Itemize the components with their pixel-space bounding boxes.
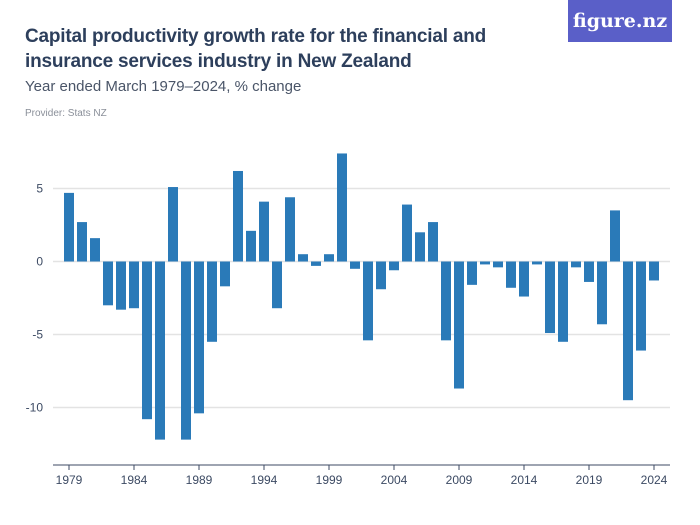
- x-tick-label: 2019: [576, 473, 603, 487]
- bar-1991: [220, 261, 230, 287]
- chart-subtitle: Year ended March 1979–2024, % change: [25, 78, 302, 95]
- bar-2005: [402, 204, 412, 262]
- bar-1981: [90, 238, 100, 262]
- bar-2011: [480, 261, 490, 265]
- x-tick-label: 1994: [251, 473, 278, 487]
- bar-1989: [194, 261, 204, 414]
- x-tick-label: 1989: [186, 473, 213, 487]
- bar-2022: [623, 261, 633, 401]
- bar-2012: [493, 261, 503, 268]
- bar-2023: [636, 261, 646, 351]
- bar-1996: [285, 197, 295, 262]
- y-tick-label: 0: [36, 255, 43, 269]
- bar-1984: [129, 261, 139, 309]
- bar-1982: [103, 261, 113, 306]
- bar-2008: [441, 261, 451, 341]
- bar-2019: [584, 261, 594, 282]
- bar-1979: [64, 192, 74, 262]
- bar-1980: [77, 222, 87, 262]
- bar-1990: [207, 261, 217, 342]
- bar-1999: [324, 254, 334, 262]
- x-tick-label: 2004: [381, 473, 408, 487]
- bar-2016: [545, 261, 555, 334]
- bar-2024: [649, 261, 659, 281]
- bar-2017: [558, 261, 568, 342]
- bar-2006: [415, 232, 425, 262]
- y-tick-label: -5: [32, 328, 43, 342]
- bar-1987: [168, 187, 178, 262]
- bar-1988: [181, 261, 191, 440]
- bar-2001: [350, 261, 360, 269]
- bar-2010: [467, 261, 477, 285]
- bar-2018: [571, 261, 581, 268]
- bar-2007: [428, 222, 438, 262]
- figure-nz-logo[interactable]: figure.nz: [568, 0, 672, 42]
- bar-1997: [298, 254, 308, 262]
- chart-title: Capital productivity growth rate for the…: [25, 26, 487, 72]
- bar-1983: [116, 261, 126, 310]
- bar-1986: [155, 261, 165, 440]
- x-tick-label: 1999: [316, 473, 343, 487]
- bar-2021: [610, 210, 620, 262]
- bar-1993: [246, 230, 256, 262]
- bar-2015: [532, 261, 542, 265]
- bar-1992: [233, 170, 243, 262]
- x-tick-label: 2024: [641, 473, 668, 487]
- bar-1995: [272, 261, 282, 309]
- x-tick-label: 2009: [446, 473, 473, 487]
- bar-2009: [454, 261, 464, 389]
- bar-2000: [337, 153, 347, 262]
- bar-1998: [311, 261, 321, 266]
- bar-2004: [389, 261, 399, 271]
- bar-2003: [376, 261, 386, 290]
- x-tick-label: 2014: [511, 473, 538, 487]
- bar-2002: [363, 261, 373, 341]
- bar-2014: [519, 261, 529, 297]
- bar-1994: [259, 201, 269, 262]
- y-tick-label: -10: [26, 401, 44, 415]
- bar-2020: [597, 261, 607, 325]
- x-tick-label: 1984: [121, 473, 148, 487]
- y-tick-label: 5: [36, 182, 43, 196]
- bar-2013: [506, 261, 516, 288]
- x-tick-label: 1979: [56, 473, 83, 487]
- bar-1985: [142, 261, 152, 420]
- provider-label: Provider: Stats NZ: [25, 108, 107, 119]
